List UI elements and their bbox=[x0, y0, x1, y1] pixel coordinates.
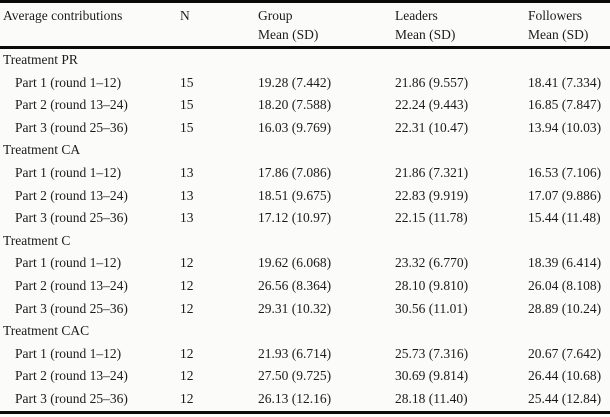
cell-leaders-mean-sd: 30.69 (9.814) bbox=[395, 368, 469, 384]
table-row: Part 2 (round 13–24) 13 18.51 (9.675) 22… bbox=[0, 185, 610, 208]
cell-leaders-mean-sd: 21.86 (7.321) bbox=[395, 164, 469, 180]
cell-group-mean-sd: 18.51 (9.675) bbox=[258, 187, 332, 203]
header-row: Average contributions N Group Mean (SD) … bbox=[0, 1, 610, 49]
row-label: Part 2 (round 13–24) bbox=[15, 368, 128, 384]
cell-group-mean-sd: 19.62 (6.068) bbox=[258, 255, 332, 271]
row-label: Part 3 (round 25–36) bbox=[15, 210, 128, 226]
cell-followers-mean-sd: 16.53 (7.106) bbox=[528, 164, 602, 180]
cell-followers-mean-sd: 13.94 (10.03) bbox=[528, 119, 602, 135]
col-header-leaders-line2: Mean (SD) bbox=[395, 26, 456, 42]
cell-followers-mean-sd: 26.04 (8.108) bbox=[528, 277, 602, 293]
cell-group-mean-sd: 27.50 (9.725) bbox=[258, 368, 332, 384]
cell-n: 13 bbox=[180, 210, 194, 226]
cell-leaders-mean-sd: 30.56 (11.01) bbox=[395, 300, 468, 316]
table-row: Part 3 (round 25–36) 13 17.12 (10.97) 22… bbox=[0, 207, 610, 230]
cell-group-mean-sd: 17.12 (10.97) bbox=[258, 210, 332, 226]
cell-n: 12 bbox=[180, 277, 194, 293]
row-label: Part 2 (round 13–24) bbox=[15, 187, 128, 203]
cell-leaders-mean-sd: 25.73 (7.316) bbox=[395, 345, 469, 361]
cell-n: 15 bbox=[180, 119, 194, 135]
cell-followers-mean-sd: 18.41 (7.334) bbox=[528, 74, 602, 90]
table-row: Part 2 (round 13–24) 12 26.56 (8.364) 28… bbox=[0, 275, 610, 298]
table-row: Part 2 (round 13–24) 15 18.20 (7.588) 22… bbox=[0, 94, 610, 117]
row-label: Part 1 (round 1–12) bbox=[15, 345, 122, 361]
cell-leaders-mean-sd: 22.83 (9.919) bbox=[395, 187, 469, 203]
table-row: Part 3 (round 25–36) 12 29.31 (10.32) 30… bbox=[0, 298, 610, 321]
cell-group-mean-sd: 26.13 (12.16) bbox=[258, 390, 332, 406]
table-header: Average contributions N Group Mean (SD) … bbox=[0, 1, 610, 49]
cell-n: 12 bbox=[180, 368, 194, 384]
cell-leaders-mean-sd: 28.10 (9.810) bbox=[395, 277, 469, 293]
cell-followers-mean-sd: 16.85 (7.847) bbox=[528, 97, 602, 113]
row-label: Part 2 (round 13–24) bbox=[15, 277, 128, 293]
row-label: Part 3 (round 25–36) bbox=[15, 390, 128, 406]
table-body: Treatment PR Part 1 (round 1–12) 15 19.2… bbox=[0, 48, 610, 413]
cell-n: 13 bbox=[180, 187, 194, 203]
cell-group-mean-sd: 17.86 (7.086) bbox=[258, 164, 332, 180]
col-header-followers-line2: Mean (SD) bbox=[528, 26, 589, 42]
cell-group-mean-sd: 18.20 (7.588) bbox=[258, 97, 332, 113]
col-header-group-line1: Group bbox=[258, 8, 293, 23]
col-header-followers-line1: Followers bbox=[528, 8, 582, 23]
section-header-row-treatment-ca: Treatment CA bbox=[0, 139, 610, 162]
table-row: Part 3 (round 25–36) 15 16.03 (9.769) 22… bbox=[0, 117, 610, 140]
col-header-group: Group Mean (SD) bbox=[256, 1, 393, 49]
table-row: Part 3 (round 25–36) 12 26.13 (12.16) 28… bbox=[0, 388, 610, 412]
section-title: Treatment C bbox=[3, 232, 71, 248]
cell-group-mean-sd: 21.93 (6.714) bbox=[258, 345, 332, 361]
section-title: Treatment PR bbox=[3, 52, 78, 67]
col-header-leaders: Leaders Mean (SD) bbox=[393, 1, 526, 49]
cell-n: 12 bbox=[180, 345, 194, 361]
col-header-average-contributions: Average contributions bbox=[0, 1, 178, 49]
col-header-n: N bbox=[178, 1, 256, 49]
cell-n: 12 bbox=[180, 300, 194, 316]
table-row: Part 2 (round 13–24) 12 27.50 (9.725) 30… bbox=[0, 365, 610, 388]
row-label: Part 3 (round 25–36) bbox=[15, 119, 128, 135]
cell-leaders-mean-sd: 21.86 (9.557) bbox=[395, 74, 469, 90]
section-header-row-treatment-c: Treatment C bbox=[0, 230, 610, 253]
cell-n: 12 bbox=[180, 255, 194, 271]
cell-leaders-mean-sd: 22.31 (10.47) bbox=[395, 119, 469, 135]
cell-leaders-mean-sd: 22.15 (11.78) bbox=[395, 210, 468, 226]
table-row: Part 1 (round 1–12) 13 17.86 (7.086) 21.… bbox=[0, 162, 610, 185]
table-row: Part 1 (round 1–12) 12 21.93 (6.714) 25.… bbox=[0, 343, 610, 366]
cell-n: 15 bbox=[180, 97, 194, 113]
cell-followers-mean-sd: 15.44 (11.48) bbox=[528, 210, 601, 226]
row-label: Part 1 (round 1–12) bbox=[15, 74, 122, 90]
row-label: Part 1 (round 1–12) bbox=[15, 255, 122, 271]
cell-n: 15 bbox=[180, 74, 194, 90]
cell-followers-mean-sd: 18.39 (6.414) bbox=[528, 255, 602, 271]
cell-followers-mean-sd: 20.67 (7.642) bbox=[528, 345, 602, 361]
col-header-followers: Followers Mean (SD) bbox=[526, 1, 610, 49]
cell-followers-mean-sd: 26.44 (10.68) bbox=[528, 368, 602, 384]
cell-group-mean-sd: 26.56 (8.364) bbox=[258, 277, 332, 293]
cell-n: 13 bbox=[180, 164, 194, 180]
section-title: Treatment CA bbox=[3, 142, 81, 158]
cell-leaders-mean-sd: 22.24 (9.443) bbox=[395, 97, 469, 113]
cell-followers-mean-sd: 25.44 (12.84) bbox=[528, 390, 602, 406]
col-header-leaders-line1: Leaders bbox=[395, 8, 438, 23]
col-header-group-line2: Mean (SD) bbox=[258, 26, 319, 42]
row-label: Part 2 (round 13–24) bbox=[15, 97, 128, 113]
cell-leaders-mean-sd: 23.32 (6.770) bbox=[395, 255, 469, 271]
cell-group-mean-sd: 29.31 (10.32) bbox=[258, 300, 332, 316]
section-title: Treatment CAC bbox=[3, 323, 90, 339]
section-header-row-treatment-pr: Treatment PR bbox=[0, 48, 610, 72]
section-header-row-treatment-cac: Treatment CAC bbox=[0, 320, 610, 343]
cell-group-mean-sd: 16.03 (9.769) bbox=[258, 119, 332, 135]
table-row: Part 1 (round 1–12) 12 19.62 (6.068) 23.… bbox=[0, 252, 610, 275]
row-label: Part 1 (round 1–12) bbox=[15, 164, 122, 180]
cell-group-mean-sd: 19.28 (7.442) bbox=[258, 74, 332, 90]
table-row: Part 1 (round 1–12) 15 19.28 (7.442) 21.… bbox=[0, 72, 610, 95]
cell-followers-mean-sd: 28.89 (10.24) bbox=[528, 300, 602, 316]
cell-followers-mean-sd: 17.07 (9.886) bbox=[528, 187, 602, 203]
cell-leaders-mean-sd: 28.18 (11.40) bbox=[395, 390, 468, 406]
cell-n: 12 bbox=[180, 390, 194, 406]
row-label: Part 3 (round 25–36) bbox=[15, 300, 128, 316]
